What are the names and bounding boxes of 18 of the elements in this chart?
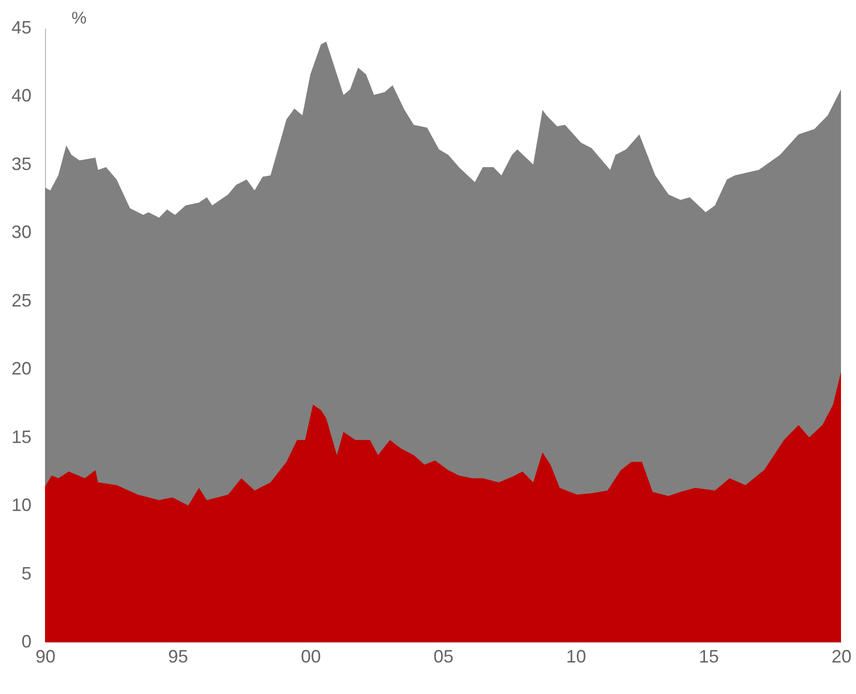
- y-tick-label: 5: [21, 563, 32, 584]
- x-tick-label: 15: [698, 646, 719, 666]
- x-tick-label: 10: [566, 646, 586, 666]
- x-tick-label: 00: [300, 646, 321, 666]
- y-tick-label: 10: [11, 495, 32, 516]
- y-tick-label: 30: [11, 222, 32, 242]
- y-tick-label: 15: [11, 426, 32, 447]
- y-tick-label: 35: [11, 154, 32, 174]
- y-axis-title: %: [72, 8, 87, 28]
- y-tick-label: 40: [11, 86, 32, 106]
- x-tick-label: 95: [168, 646, 188, 666]
- y-tick-label: 0: [21, 632, 32, 652]
- x-tick-label: 90: [35, 646, 56, 666]
- y-tick-label: 20: [11, 358, 32, 379]
- y-tick-label: 25: [11, 290, 32, 310]
- x-tick-label: 20: [831, 646, 852, 666]
- y-tick-label: 45: [11, 18, 32, 38]
- x-tick-label: 05: [433, 646, 454, 666]
